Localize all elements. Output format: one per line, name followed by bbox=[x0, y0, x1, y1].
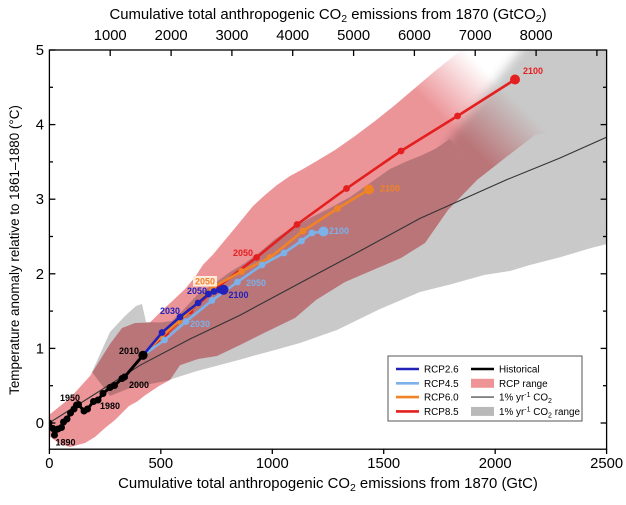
svg-text:2: 2 bbox=[36, 267, 44, 283]
svg-text:2050: 2050 bbox=[195, 277, 215, 287]
svg-text:RCP4.5: RCP4.5 bbox=[424, 379, 459, 390]
svg-text:1890: 1890 bbox=[55, 437, 75, 447]
svg-text:Cumulative total anthropogenic: Cumulative total anthropogenic CO2 emiss… bbox=[109, 7, 546, 25]
svg-text:1% yr-1 CO2 range: 1% yr-1 CO2 range bbox=[499, 406, 580, 419]
svg-text:0: 0 bbox=[36, 416, 44, 432]
svg-text:2100: 2100 bbox=[228, 290, 248, 300]
svg-text:6000: 6000 bbox=[398, 28, 431, 44]
svg-text:2000: 2000 bbox=[155, 28, 188, 44]
svg-text:RCP2.6: RCP2.6 bbox=[424, 365, 459, 376]
svg-text:RCP range: RCP range bbox=[499, 379, 548, 390]
svg-text:1500: 1500 bbox=[367, 456, 400, 472]
svg-text:500: 500 bbox=[148, 456, 173, 472]
svg-text:0: 0 bbox=[45, 456, 53, 472]
svg-text:2050: 2050 bbox=[187, 286, 207, 296]
svg-text:2050: 2050 bbox=[246, 278, 266, 288]
svg-text:1: 1 bbox=[36, 341, 44, 357]
svg-text:1980: 1980 bbox=[100, 401, 120, 411]
svg-text:3: 3 bbox=[36, 192, 44, 208]
svg-text:Cumulative total anthropogenic: Cumulative total anthropogenic CO2 emiss… bbox=[118, 476, 538, 494]
svg-text:2100: 2100 bbox=[329, 226, 349, 236]
svg-text:RCP8.5: RCP8.5 bbox=[424, 407, 459, 418]
svg-text:Historical: Historical bbox=[499, 365, 540, 376]
svg-text:2000: 2000 bbox=[129, 380, 149, 390]
svg-text:7000: 7000 bbox=[459, 28, 492, 44]
svg-text:1000: 1000 bbox=[256, 456, 289, 472]
svg-text:2000: 2000 bbox=[479, 456, 512, 472]
svg-text:4: 4 bbox=[36, 118, 44, 134]
svg-text:2030: 2030 bbox=[190, 319, 210, 329]
svg-text:5: 5 bbox=[36, 43, 44, 59]
svg-text:2100: 2100 bbox=[380, 184, 400, 194]
svg-text:1% yr-1 CO2: 1% yr-1 CO2 bbox=[499, 392, 552, 405]
svg-text:3000: 3000 bbox=[215, 28, 248, 44]
svg-text:1950: 1950 bbox=[60, 393, 80, 403]
svg-text:2010: 2010 bbox=[119, 346, 139, 356]
svg-text:1000: 1000 bbox=[94, 28, 127, 44]
svg-text:4000: 4000 bbox=[276, 28, 309, 44]
svg-text:2050: 2050 bbox=[233, 248, 253, 258]
svg-text:2030: 2030 bbox=[160, 306, 180, 316]
svg-text:2500: 2500 bbox=[590, 456, 623, 472]
svg-text:5000: 5000 bbox=[337, 28, 370, 44]
svg-text:8000: 8000 bbox=[520, 28, 553, 44]
svg-text:Temperature anomaly relative t: Temperature anomaly relative to 1861–188… bbox=[7, 105, 22, 395]
svg-text:2100: 2100 bbox=[523, 66, 543, 76]
svg-text:RCP6.0: RCP6.0 bbox=[424, 393, 459, 404]
